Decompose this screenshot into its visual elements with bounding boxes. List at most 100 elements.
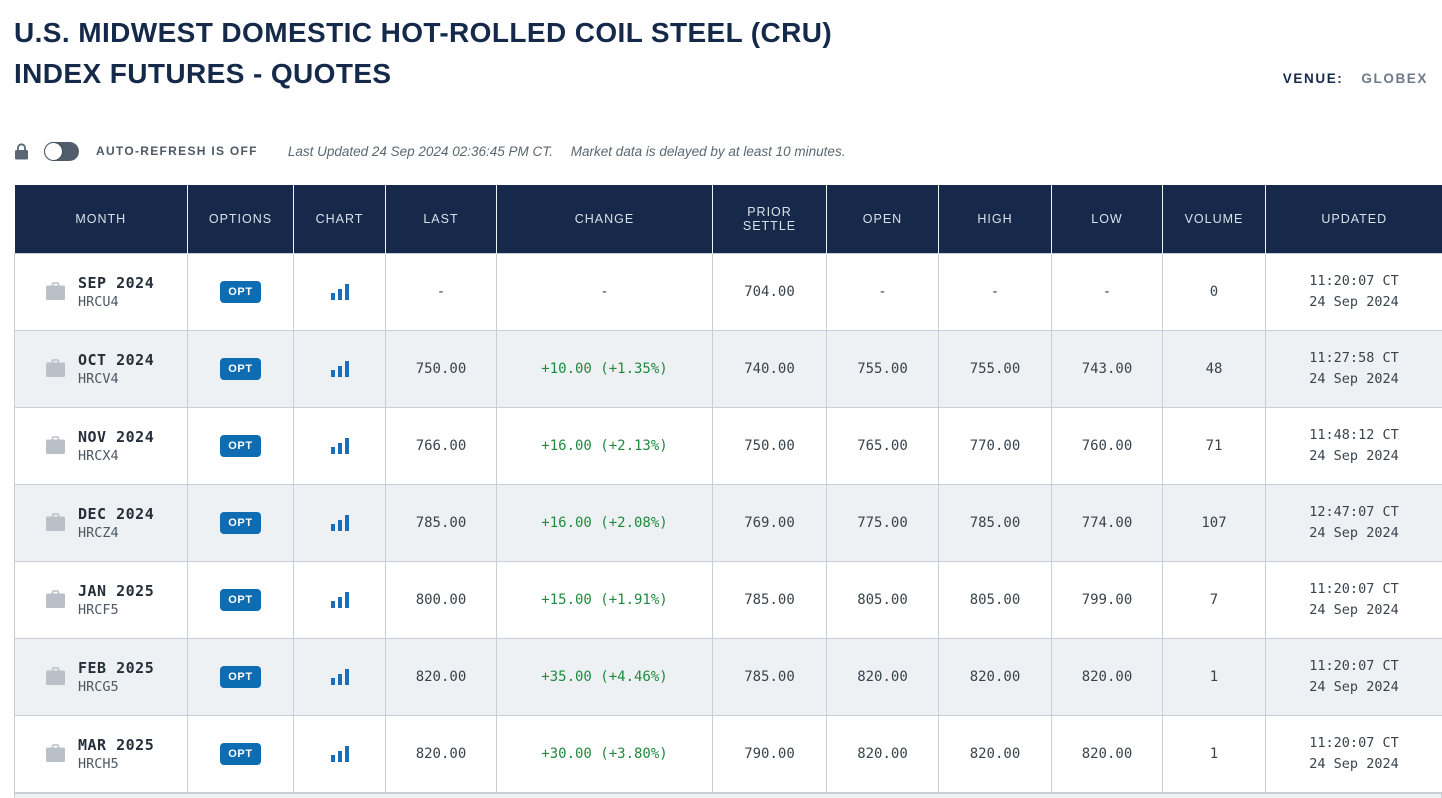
month-labels: OCT 2024 HRCV4 [78, 351, 154, 387]
change-cell: +15.00 (+1.91%) [497, 561, 713, 638]
auto-refresh-toggle[interactable] [44, 142, 79, 161]
bar-chart-icon [329, 745, 351, 762]
page-title-line2: INDEX FUTURES - QUOTES [14, 53, 832, 94]
chart-button[interactable] [325, 587, 355, 612]
options-cell: OPT [188, 253, 294, 330]
chart-cell [294, 715, 386, 792]
opt-button[interactable]: OPT [220, 281, 260, 303]
column-header-low: LOW [1052, 185, 1163, 253]
toggle-knob [45, 143, 62, 160]
opt-button[interactable]: OPT [220, 589, 260, 611]
high-cell: 785.00 [939, 484, 1052, 561]
column-header-change: CHANGE [497, 185, 713, 253]
chart-button[interactable] [325, 741, 355, 766]
options-cell: OPT [188, 638, 294, 715]
bar-chart-icon [329, 360, 351, 377]
options-cell: OPT [188, 715, 294, 792]
column-header-prior_settle: PRIOR SETTLE [713, 185, 827, 253]
briefcase-icon [45, 359, 66, 378]
month-code: HRCX4 [78, 448, 154, 464]
chart-cell [294, 330, 386, 407]
high-cell: 755.00 [939, 330, 1052, 407]
chart-button[interactable] [325, 433, 355, 458]
high-cell: - [939, 253, 1052, 330]
updated-date: 24 Sep 2024 [1272, 369, 1436, 390]
updated-date: 24 Sep 2024 [1272, 446, 1436, 467]
briefcase-icon [45, 590, 66, 609]
page-header: U.S. MIDWEST DOMESTIC HOT-ROLLED COIL ST… [0, 0, 1442, 94]
change-cell: - [497, 253, 713, 330]
month-cell: DEC 2024 HRCZ4 [15, 484, 188, 561]
partial-next-row [14, 793, 1442, 798]
updated-time: 11:20:07 CT [1272, 271, 1436, 292]
chart-cell [294, 638, 386, 715]
page-title-line1: U.S. MIDWEST DOMESTIC HOT-ROLLED COIL ST… [14, 12, 832, 53]
opt-button[interactable]: OPT [220, 512, 260, 534]
column-header-volume: VOLUME [1163, 185, 1266, 253]
month-code: HRCZ4 [78, 525, 154, 541]
month-cell-inner: OCT 2024 HRCV4 [21, 351, 181, 387]
chart-button[interactable] [325, 356, 355, 381]
open-cell: 755.00 [827, 330, 939, 407]
options-cell: OPT [188, 561, 294, 638]
month-labels: NOV 2024 HRCX4 [78, 428, 154, 464]
high-cell: 770.00 [939, 407, 1052, 484]
venue-label: VENUE: [1283, 71, 1344, 86]
bar-chart-icon [329, 591, 351, 608]
month-name: OCT 2024 [78, 351, 154, 369]
month-name: DEC 2024 [78, 505, 154, 523]
venue: VENUE: GLOBEX [1283, 71, 1428, 94]
volume-cell: 1 [1163, 638, 1266, 715]
updated-time: 12:47:07 CT [1272, 502, 1436, 523]
last-cell: 785.00 [386, 484, 497, 561]
column-header-chart: CHART [294, 185, 386, 253]
last-cell: 820.00 [386, 715, 497, 792]
lock-icon [14, 143, 29, 160]
month-code: HRCV4 [78, 371, 154, 387]
column-header-open: OPEN [827, 185, 939, 253]
updated-time: 11:20:07 CT [1272, 733, 1436, 754]
bar-chart-icon [329, 283, 351, 300]
opt-button[interactable]: OPT [220, 743, 260, 765]
high-cell: 805.00 [939, 561, 1052, 638]
chart-button[interactable] [325, 279, 355, 304]
briefcase-icon [45, 282, 66, 301]
change-cell: +16.00 (+2.13%) [497, 407, 713, 484]
prior_settle-cell: 785.00 [713, 561, 827, 638]
chart-cell [294, 407, 386, 484]
change-cell: +30.00 (+3.80%) [497, 715, 713, 792]
chart-button[interactable] [325, 664, 355, 689]
volume-cell: 107 [1163, 484, 1266, 561]
chart-button[interactable] [325, 510, 355, 535]
column-header-high: HIGH [939, 185, 1052, 253]
updated-date: 24 Sep 2024 [1272, 754, 1436, 775]
month-name: NOV 2024 [78, 428, 154, 446]
low-cell: 820.00 [1052, 638, 1163, 715]
options-cell: OPT [188, 407, 294, 484]
updated-date: 24 Sep 2024 [1272, 600, 1436, 621]
opt-button[interactable]: OPT [220, 435, 260, 457]
last-updated-text: Last Updated 24 Sep 2024 02:36:45 PM CT. [288, 144, 553, 159]
opt-button[interactable]: OPT [220, 666, 260, 688]
opt-button[interactable]: OPT [220, 358, 260, 380]
open-cell: - [827, 253, 939, 330]
last-cell: - [386, 253, 497, 330]
month-labels: DEC 2024 HRCZ4 [78, 505, 154, 541]
